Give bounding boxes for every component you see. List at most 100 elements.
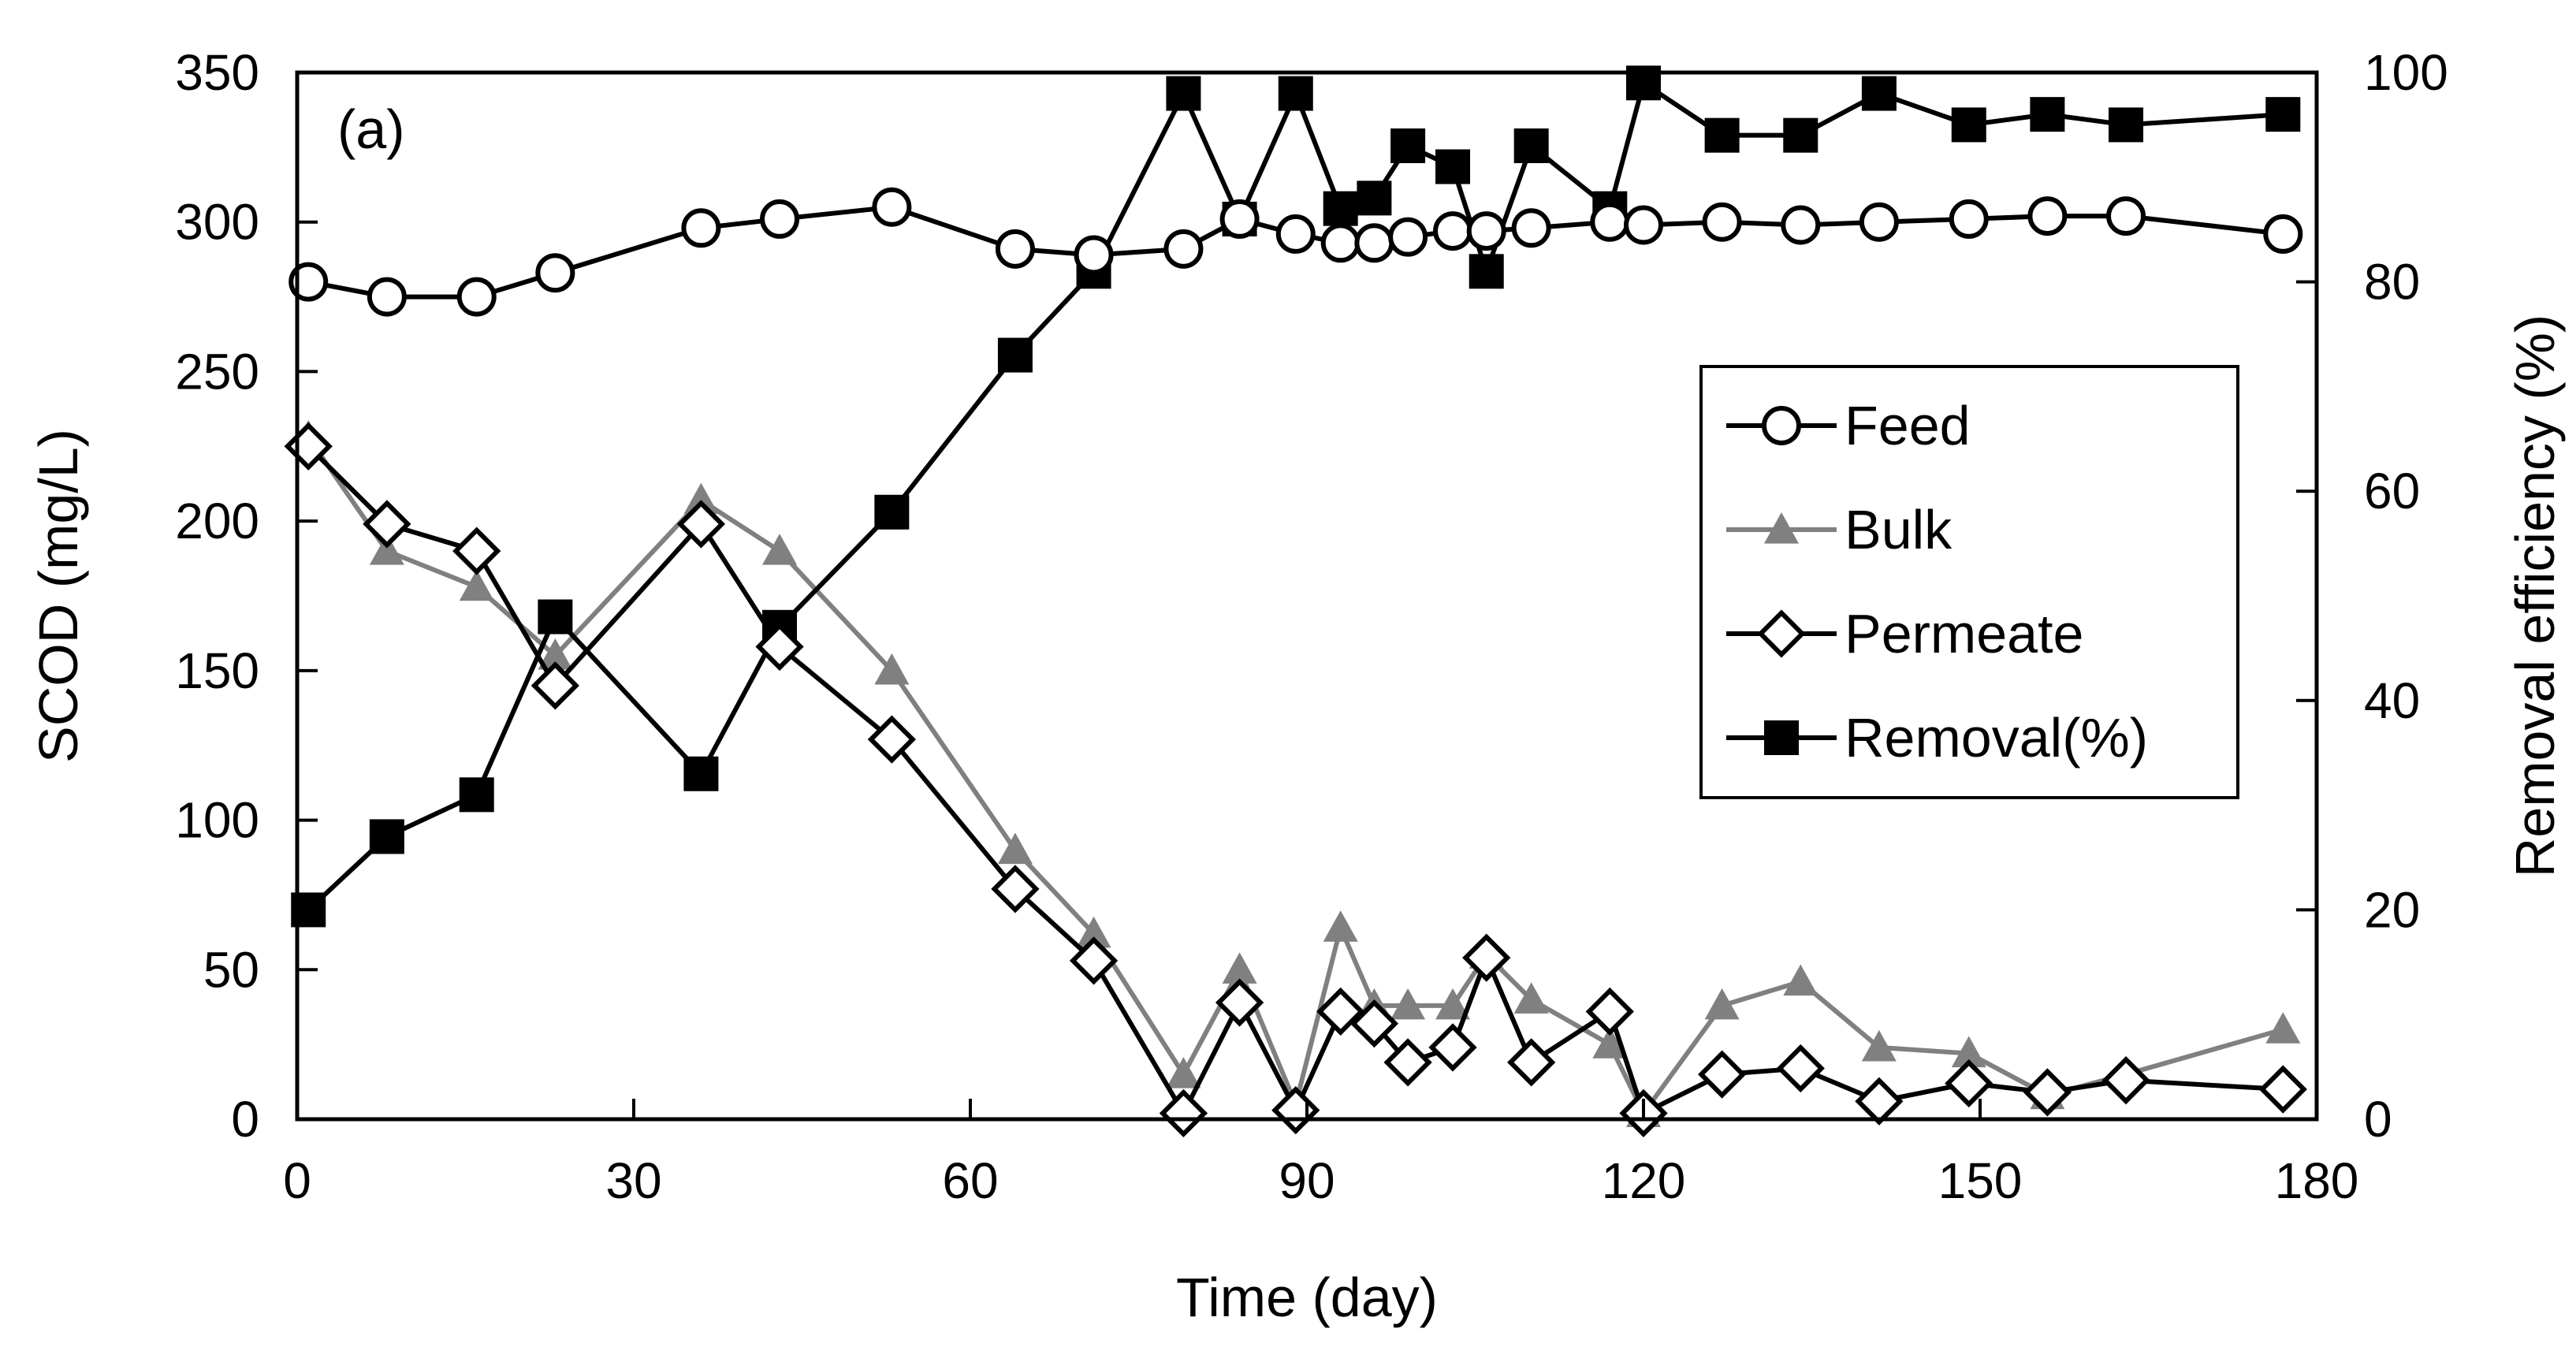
data-point bbox=[1859, 202, 1899, 242]
data-point bbox=[1466, 211, 1506, 251]
data-point bbox=[1702, 202, 1742, 242]
data-point bbox=[2030, 97, 2065, 132]
legend-label: Bulk bbox=[1845, 499, 1952, 560]
data-point bbox=[867, 715, 917, 764]
data-point bbox=[872, 187, 912, 227]
data-point bbox=[1462, 933, 1511, 982]
data-point bbox=[1945, 1059, 1993, 1108]
data-point bbox=[369, 819, 404, 854]
data-point bbox=[755, 622, 804, 672]
series-permeate bbox=[284, 422, 2307, 1138]
data-point bbox=[2106, 196, 2146, 236]
legend-marker bbox=[1764, 720, 1799, 755]
data-point bbox=[681, 208, 721, 248]
data-point bbox=[1388, 217, 1428, 257]
y2-tick-label: 0 bbox=[2364, 1091, 2392, 1148]
y2-tick-label: 40 bbox=[2364, 672, 2420, 729]
data-point bbox=[1069, 936, 1119, 985]
data-point bbox=[1390, 988, 1426, 1020]
data-point bbox=[1323, 910, 1358, 942]
legend-marker bbox=[1764, 512, 1799, 544]
data-point bbox=[1159, 1088, 1208, 1138]
y-tick-label: 100 bbox=[175, 792, 259, 849]
data-point bbox=[2258, 1065, 2307, 1114]
data-point bbox=[1513, 128, 1549, 163]
data-point bbox=[535, 253, 575, 293]
data-point bbox=[1074, 235, 1114, 275]
data-point bbox=[1278, 76, 1313, 111]
data-point bbox=[538, 599, 573, 634]
data-point bbox=[288, 262, 329, 302]
panel-label: (a) bbox=[337, 99, 405, 160]
data-point bbox=[1624, 205, 1663, 245]
data-point bbox=[1222, 952, 1257, 984]
data-point bbox=[452, 527, 501, 575]
data-point bbox=[683, 482, 719, 515]
data-point bbox=[2265, 97, 2301, 132]
data-point bbox=[459, 777, 494, 813]
data-point bbox=[459, 569, 494, 601]
data-point bbox=[1219, 199, 1260, 239]
data-point bbox=[1861, 76, 1897, 111]
series-feed bbox=[288, 187, 2303, 317]
data-point bbox=[1166, 76, 1201, 111]
data-point bbox=[2265, 1012, 2301, 1044]
x-tick-label: 180 bbox=[2275, 1152, 2359, 1209]
x-tick-label: 120 bbox=[1602, 1152, 1686, 1209]
data-point bbox=[367, 277, 407, 317]
legend-label: Removal(%) bbox=[1845, 707, 2148, 768]
data-point bbox=[369, 534, 404, 565]
y-tick-label: 150 bbox=[175, 642, 259, 699]
y2-tick-label: 20 bbox=[2364, 881, 2420, 938]
data-point bbox=[1428, 1023, 1477, 1072]
data-point bbox=[1592, 1027, 1628, 1059]
y-tick-label: 200 bbox=[175, 493, 259, 549]
data-point bbox=[1951, 1036, 1986, 1068]
data-point bbox=[1354, 223, 1394, 263]
y-tick-label: 50 bbox=[203, 941, 259, 998]
x-tick-label: 90 bbox=[1279, 1152, 1335, 1209]
data-point bbox=[1433, 211, 1473, 251]
data-point bbox=[874, 494, 910, 530]
data-point bbox=[2023, 1068, 2072, 1117]
data-point bbox=[1704, 117, 1740, 153]
y-tick-label: 250 bbox=[175, 343, 259, 400]
data-point bbox=[1166, 1057, 1201, 1088]
data-point bbox=[530, 661, 580, 710]
data-point bbox=[1951, 107, 1986, 143]
legend-marker bbox=[1757, 609, 1806, 658]
data-point bbox=[1507, 1038, 1556, 1087]
legend-marker bbox=[1762, 406, 1801, 445]
data-point bbox=[1316, 987, 1365, 1036]
data-point bbox=[2109, 107, 2144, 143]
data-point bbox=[1783, 964, 1818, 996]
legend: Feed Bulk Permeate Removal(%) bbox=[1699, 365, 2239, 799]
y2-tick-label: 100 bbox=[2364, 44, 2448, 101]
data-point bbox=[1585, 987, 1634, 1036]
data-point bbox=[1513, 982, 1549, 1014]
data-point bbox=[1271, 1085, 1320, 1135]
data-point bbox=[1861, 1029, 1897, 1062]
y2-axis-label: Removal efficiency (%) bbox=[2504, 314, 2566, 878]
data-point bbox=[1320, 223, 1361, 263]
data-point bbox=[1390, 128, 1426, 163]
data-point bbox=[874, 653, 910, 685]
x-tick-label: 0 bbox=[283, 1152, 311, 1209]
data-point bbox=[995, 229, 1035, 269]
data-point bbox=[1357, 180, 1392, 216]
x-tick-label: 150 bbox=[1938, 1152, 2023, 1209]
data-point bbox=[1469, 254, 1504, 289]
data-point bbox=[1776, 1044, 1825, 1093]
data-point bbox=[2263, 214, 2303, 254]
data-point bbox=[760, 199, 800, 239]
x-axis-label: Time (day) bbox=[1176, 1267, 1438, 1328]
data-point bbox=[1275, 214, 1316, 254]
data-point bbox=[762, 534, 798, 565]
x-tick-label: 60 bbox=[942, 1152, 998, 1209]
data-point bbox=[1163, 229, 1204, 269]
data-point bbox=[1215, 978, 1264, 1027]
data-point bbox=[676, 500, 726, 549]
data-point bbox=[1076, 916, 1111, 948]
data-point bbox=[1949, 199, 1989, 239]
